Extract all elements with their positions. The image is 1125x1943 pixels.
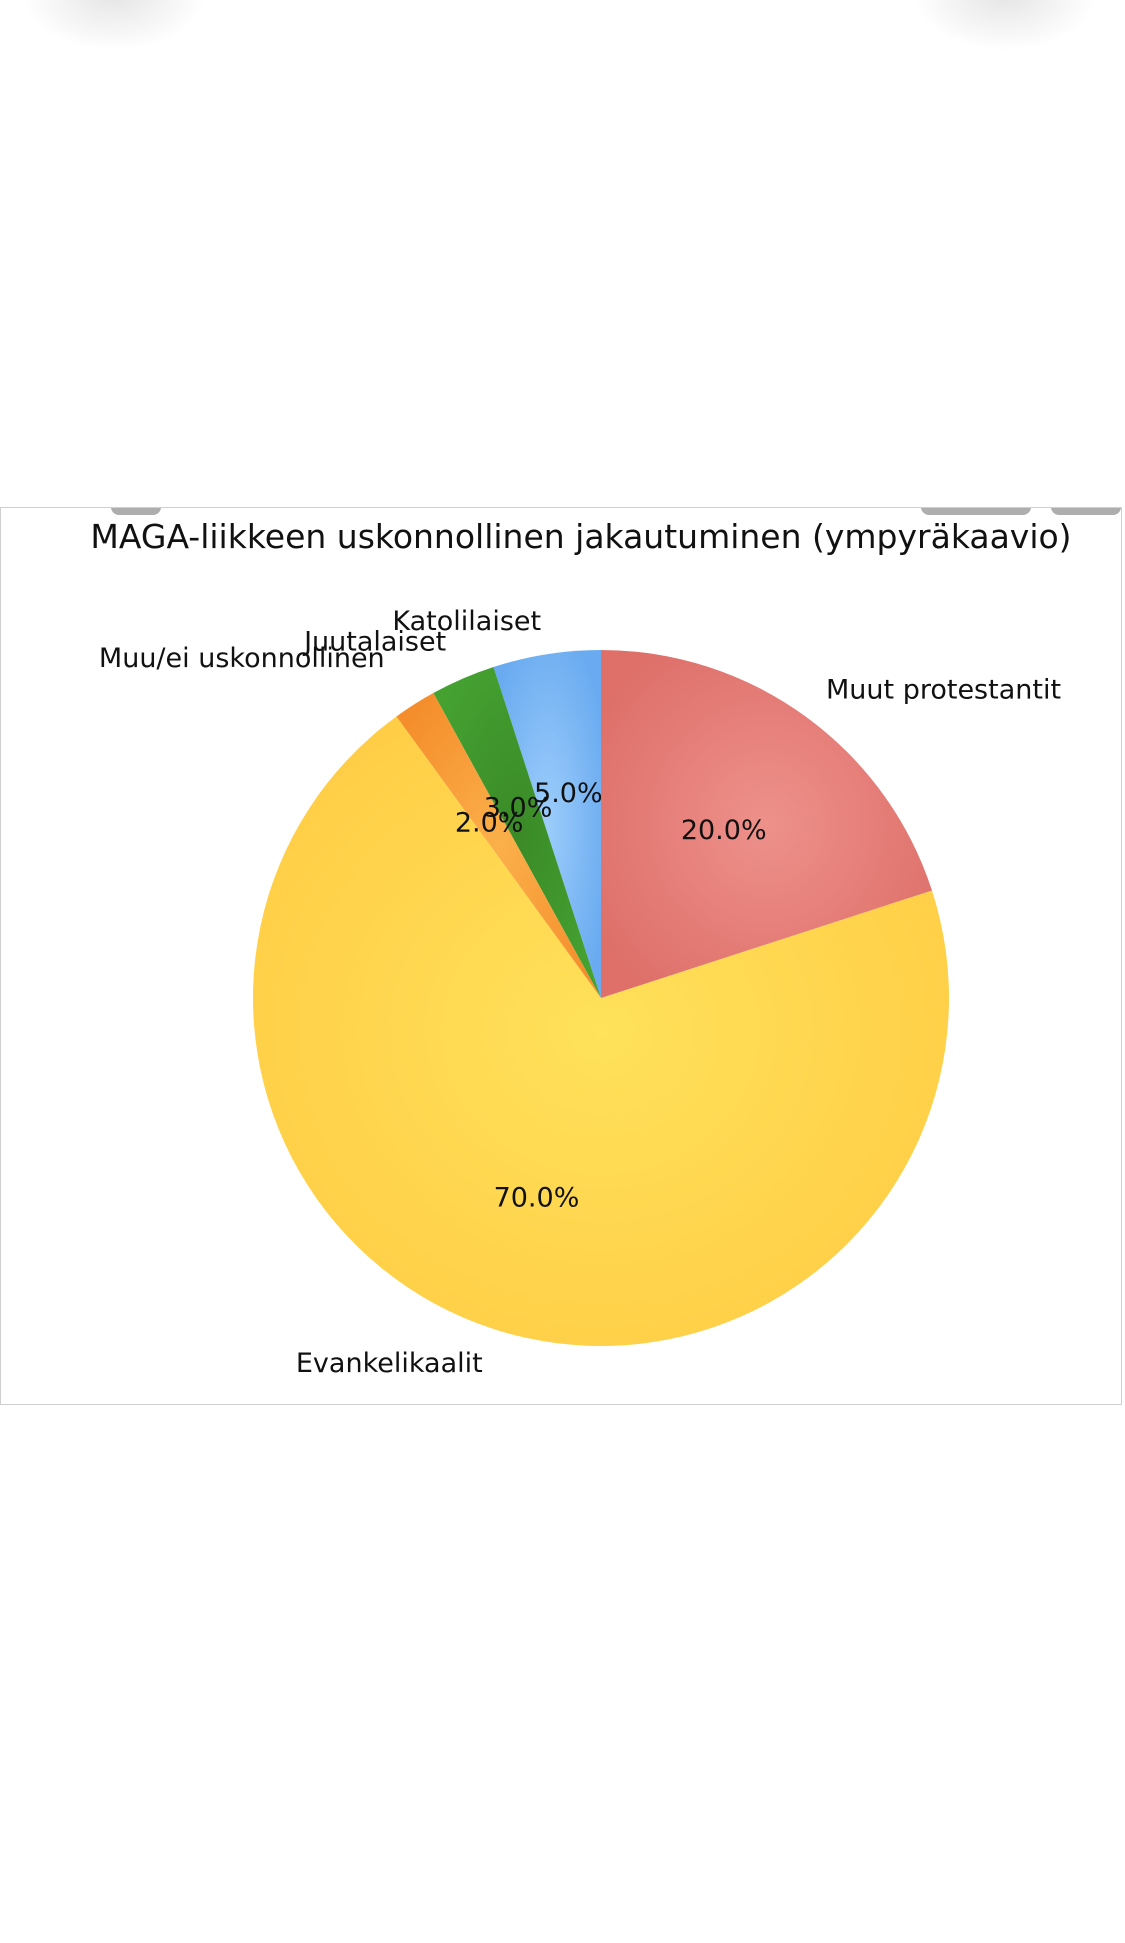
pct-label-katolilaiset: 5.0% [534,778,603,809]
slice-label-katolilaiset: Katolilaiset [392,606,541,637]
top-right-shadow [915,0,1095,50]
pct-label-muu-ei-uskonnollinen: 2.0% [455,808,524,839]
pct-label-evankelikaalit: 70.0% [494,1183,580,1214]
top-left-shadow [24,0,204,50]
chart-title: MAGA-liikkeen uskonnollinen jakautuminen… [90,517,1071,556]
frame-tab-middle [921,508,1031,515]
pie-slice-evankelikaalit [253,716,950,1346]
frame-tab-left [111,508,161,515]
pie-slice-muut-protestantit [601,650,932,998]
pct-label-juutalaiset: 3.0% [484,792,553,823]
chart-frame: MAGA-liikkeen uskonnollinen jakautuminen… [0,507,1122,1405]
pie-slice-juutalaiset [433,667,601,998]
pct-label-muut-protestantit: 20.0% [681,815,767,846]
frame-tab-right [1051,508,1121,515]
pie-slice-muu-ei-uskonnollinen [396,693,601,998]
slice-label-juutalaiset: Juutalaiset [302,626,446,657]
slice-label-muut-protestantit: Muut protestantit [826,674,1061,705]
pie-chart: MAGA-liikkeen uskonnollinen jakautuminen… [90,517,1071,1379]
slice-label-muu-ei-uskonnollinen: Muu/ei uskonnollinen [99,643,385,674]
pie-slice-katolilaiset [493,650,601,998]
slice-label-evankelikaalit: Evankelikaalit [296,1348,483,1379]
